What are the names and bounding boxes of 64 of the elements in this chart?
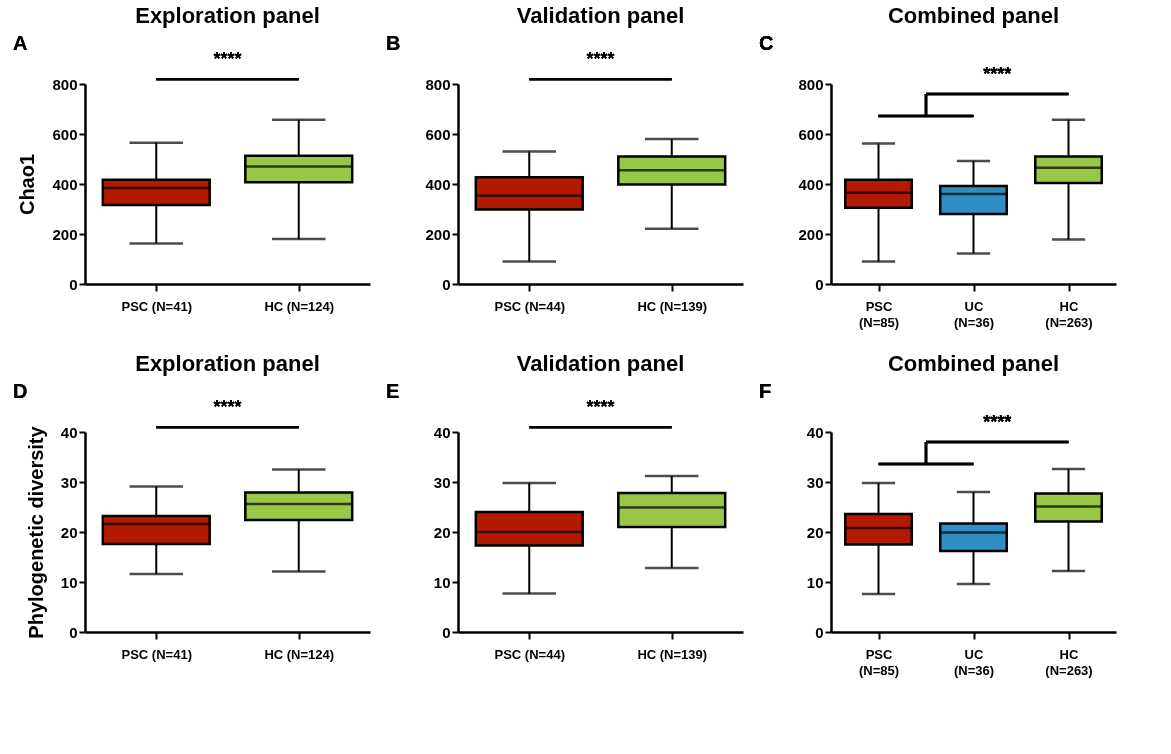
y-tick-label: 20 [60,523,78,541]
text: **** [586,49,615,70]
chart-title: Validation panel [516,3,685,28]
y-tick-label: 600 [52,125,78,143]
text: **** [213,49,242,70]
x-tick-label: UC (N=36) [953,298,995,330]
y-tick-label: 0 [442,275,451,293]
x-tick-label: PSC (N=85) [858,646,900,678]
text: B [386,32,401,54]
y-tick-label: 10 [433,573,451,591]
x-tick-label: PSC (N=85) [858,298,900,330]
y-tick-label: 40 [806,423,824,441]
text: **** [983,64,1012,84]
x-tick-label: PSC (N=41) [121,646,192,662]
y-tick-label: 600 [798,125,824,143]
y-tick-label: 30 [806,473,824,491]
y-tick-label: 800 [798,75,824,93]
y-tick-label: 400 [798,175,824,193]
y-tick-label: 200 [425,225,451,243]
y-tick-label: 0 [815,623,824,641]
x-tick-label: PSC (N=41) [121,298,192,314]
y-tick-label: 0 [442,623,451,641]
x-tick-label: UC (N=36) [953,646,995,678]
y-tick-label: 400 [425,175,451,193]
y-tick-label: 10 [60,573,78,591]
chart-title: Exploration panel [135,3,320,28]
y-tick-label: 800 [52,75,78,93]
y-tick-label: 30 [60,473,78,491]
chart-title: Combined panel [887,351,1060,376]
text: A [13,32,28,54]
y-axis-title: Chao1 [16,153,39,216]
text: **** [983,412,1012,432]
x-tick-label: HC (N=139) [637,298,708,314]
text: D [13,380,28,402]
y-tick-label: 600 [425,125,451,143]
x-tick-label: HC (N=263) [1045,646,1093,678]
x-tick-label: HC (N=139) [637,646,708,662]
y-tick-label: 200 [52,225,78,243]
chart-title: Combined panel [887,3,1060,28]
text: C [759,32,774,54]
text: F [759,380,772,402]
y-tick-label: 40 [433,423,451,441]
y-tick-label: 10 [806,573,824,591]
y-tick-label: 20 [433,523,451,541]
x-tick-label: HC (N=263) [1045,298,1093,330]
y-tick-label: 0 [69,623,78,641]
y-tick-label: 30 [433,473,451,491]
x-tick-label: PSC (N=44) [494,646,565,662]
x-tick-label: HC (N=124) [264,298,335,314]
y-tick-label: 800 [425,75,451,93]
text: E [386,380,400,402]
text: **** [586,397,615,418]
chart-title: Validation panel [516,351,685,376]
x-tick-label: HC (N=124) [264,646,335,662]
y-tick-label: 200 [798,225,824,243]
y-tick-label: 0 [815,275,824,293]
y-tick-label: 20 [806,523,824,541]
y-tick-label: 0 [69,275,78,293]
y-axis-title: Phylogenetic diversity [24,425,47,639]
chart-title: Exploration panel [135,351,320,376]
x-tick-label: PSC (N=44) [494,298,565,314]
y-tick-label: 400 [52,175,78,193]
y-tick-label: 40 [60,423,78,441]
text: **** [213,397,242,418]
